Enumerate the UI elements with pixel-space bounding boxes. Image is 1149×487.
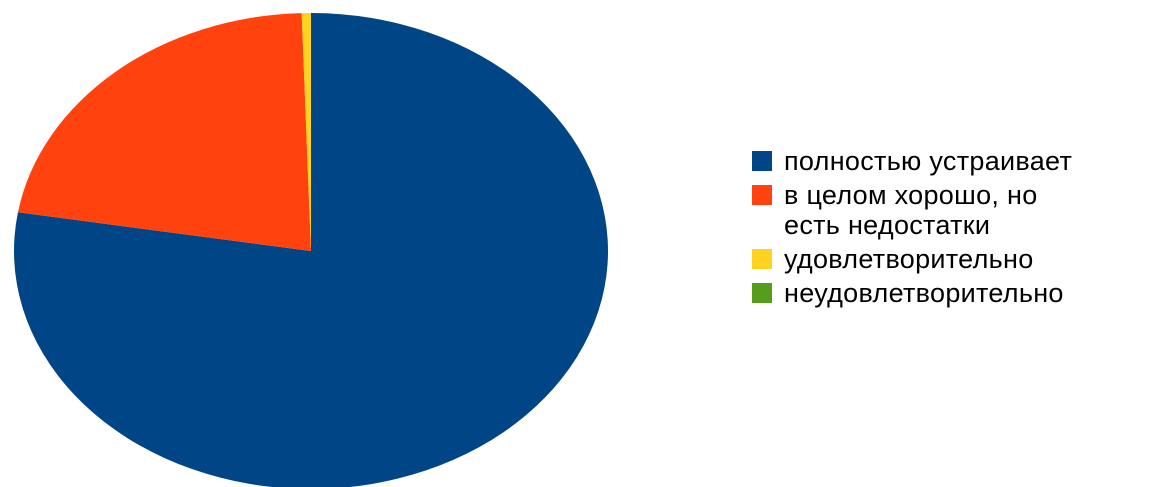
pie-slice-satisfactory (301, 13, 311, 251)
legend-swatch (752, 185, 772, 205)
legend-label: удовлетворительно (784, 244, 1034, 274)
pie-slice-fully-satisfied (14, 13, 608, 487)
legend-swatch (752, 151, 772, 171)
legend-swatch (752, 249, 772, 269)
legend-label: полностью устраивает (784, 146, 1073, 176)
legend-item-fully-satisfied: полностью устраивает (752, 146, 1144, 176)
legend-item-good-with-drawbacks: в целом хорошо, но есть недостатки (752, 180, 1144, 240)
legend-label: в целом хорошо, но есть недостатки (784, 180, 1038, 240)
legend-label: неудовлетворительно (784, 278, 1064, 308)
legend-item-unsatisfactory: неудовлетворительно (752, 278, 1144, 308)
legend-swatch (752, 283, 772, 303)
legend-item-satisfactory: удовлетворительно (752, 244, 1144, 274)
legend: полностью устраивает в целом хорошо, но … (752, 146, 1144, 312)
pie-slice-good-with-drawbacks (17, 13, 311, 252)
